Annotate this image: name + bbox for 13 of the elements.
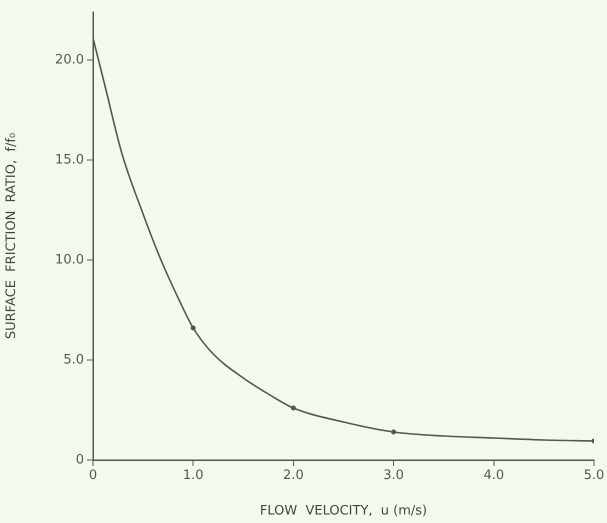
- x-tick-label: 4.0: [483, 468, 504, 484]
- x-tick-label: 3.0: [383, 468, 404, 484]
- x-axis-title: FLOW VELOCITY, u (m/s): [260, 504, 428, 519]
- y-tick-label: 10.0: [55, 252, 84, 268]
- x-tick-label: 0: [88, 468, 98, 484]
- x-tick-label: 5.0: [584, 468, 604, 484]
- y-tick-label: 0: [76, 452, 84, 468]
- y-tick-label: 15.0: [55, 152, 84, 168]
- x-tick-label: 2.0: [283, 468, 304, 484]
- y-axis-title: SURFACE FRICTION RATIO, f/f₀: [4, 132, 20, 340]
- y-tick-label: 20.0: [55, 52, 84, 68]
- x-tick-label: 1.0: [182, 468, 204, 484]
- y-tick-label: 5.0: [63, 352, 84, 368]
